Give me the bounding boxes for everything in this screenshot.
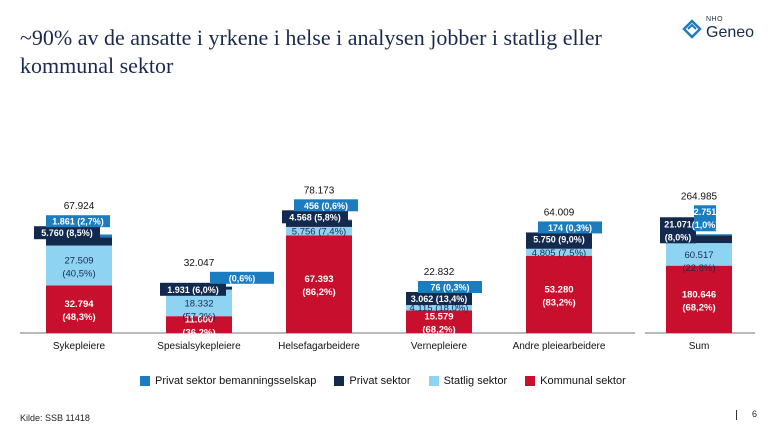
bar-pill-privat [160, 282, 226, 296]
chart-legend: Privat sektor bemanningsselskap Privat s… [140, 375, 626, 387]
bar-total-label: 32.047 [184, 258, 215, 269]
legend-item-kommunal: Kommunal sektor [525, 375, 626, 387]
bar-pill-privat-bemanning [210, 271, 274, 284]
bar-label-statlig: 4.115 (18,0%) [410, 303, 469, 314]
legend-item-privat: Privat sektor [334, 375, 411, 387]
legend-swatch-privat [334, 376, 345, 386]
bar-segment-privat [46, 237, 112, 246]
bar-pill-privat [660, 217, 696, 244]
bar-total-label: 264.985 [681, 191, 718, 202]
legend-label: Privat sektor [349, 375, 411, 387]
category-tick-label: Sykepleiere [53, 341, 106, 352]
bar-label-statlig: 60.517 (22,8%) [682, 250, 715, 274]
category-tick-label: Vernepleiere [411, 341, 468, 352]
bar-label-kommunal: 11.600 (36,2%) [182, 315, 215, 339]
bar-segment-privat_bemanning [666, 234, 732, 236]
bar-total-label: 78.173 [304, 185, 335, 196]
legend-item-statlig: Statlig sektor [428, 375, 508, 387]
bar-segment-kommunal [526, 255, 592, 333]
bar-pill-privat-bemanning [418, 281, 482, 294]
bar-label-kommunal: 180.646 (68,2%) [682, 289, 716, 313]
bar-segment-statlig [526, 248, 592, 256]
bar-label-kommunal: 53.280 (83,2%) [542, 284, 575, 308]
bar-total-label: 64.009 [544, 207, 575, 218]
bar-label-privat-bemanning: (0,6%) [229, 273, 256, 283]
page-title: ~90% av de ansatte i yrkene i helse i an… [20, 25, 602, 78]
bar-total-label: 67.924 [64, 201, 95, 212]
legend-label: Statlig sektor [443, 375, 508, 387]
logo-name: Geneo [706, 24, 755, 41]
legend-item-privat-bemanning: Privat sektor bemanningsselskap [140, 375, 316, 387]
bar-label-privat: 1.931 (6,0%) [167, 285, 219, 295]
bar-label-privat: 3.062 (13,4%) [411, 294, 468, 304]
nho-geneo-logo: NHO Geneo [680, 14, 760, 54]
bar-label-kommunal: 67.393 (86,2%) [302, 274, 335, 298]
bar-label-privat: 21.071 (8,0%) [664, 219, 692, 242]
bar-label-privat-bemanning: 2.751 (1,0%) [692, 207, 719, 230]
bar-pill-privat [34, 226, 100, 240]
legend-label: Privat sektor bemanningsselskap [155, 375, 317, 387]
bar-segment-privat [286, 220, 352, 227]
bar-label-privat-bemanning: 174 (0,3%) [548, 223, 592, 233]
geneo-logo-icon [682, 19, 702, 39]
bar-label-privat-bemanning: 1.861 (2,7%) [52, 217, 104, 227]
bar-segment-kommunal [166, 316, 232, 333]
bar-label-statlig: 18.332 (57,2%) [182, 298, 215, 322]
category-tick-label: Sum [689, 341, 710, 352]
bar-segment-statlig [46, 245, 112, 286]
bar-pill-privat-bemanning [538, 221, 602, 234]
bar-pill-privat-bemanning [694, 205, 716, 232]
bar-segment-kommunal [286, 235, 352, 333]
page-divider [736, 410, 737, 420]
bar-pill-privat-bemanning [294, 199, 358, 212]
source-note: Kilde: SSB 11418 [20, 413, 90, 423]
category-tick-label: Spesialsykepleiere [157, 341, 241, 352]
bar-segment-kommunal [406, 310, 472, 333]
bar-label-kommunal: 32.794 (48,3%) [62, 299, 95, 323]
bar-segment-statlig [666, 243, 732, 266]
bar-label-privat: 5.760 (8,5%) [41, 228, 93, 238]
bar-pill-privat [526, 232, 592, 246]
bar-pill-privat-bemanning [46, 215, 110, 228]
bar-label-privat-bemanning: 456 (0,6%) [304, 201, 348, 211]
bar-label-kommunal: 15.579 (68,2%) [422, 312, 455, 336]
legend-swatch-statlig [428, 376, 439, 386]
bar-label-statlig: 5.756 (7,4%) [292, 227, 346, 238]
category-tick-label: Helsefagarbeidere [278, 341, 360, 352]
legend-swatch-kommunal [525, 376, 536, 386]
bar-segment-kommunal [666, 265, 732, 333]
category-tick-label: Andre pleiearbeidere [513, 341, 606, 352]
bar-label-statlig: 27.509 (40,5%) [62, 256, 95, 280]
bar-segment-kommunal [46, 285, 112, 333]
bar-label-privat: 4.568 (5,8%) [289, 212, 341, 222]
bar-label-privat: 5.750 (9,0%) [533, 234, 585, 244]
legend-swatch-privat-bemanning [140, 376, 150, 386]
legend-label: Kommunal sektor [540, 375, 626, 387]
bar-segment-statlig [406, 304, 472, 311]
bar-label-privat-bemanning: 76 (0,3%) [430, 283, 469, 293]
bar-segment-privat [666, 235, 732, 244]
bar-total-label: 22.832 [424, 267, 455, 278]
logo-small-text: NHO [706, 16, 724, 23]
bar-pill-privat [406, 292, 472, 306]
bar-pill-privat [282, 210, 348, 224]
page-number: 6 [752, 409, 758, 419]
bar-segment-statlig [286, 226, 352, 236]
bar-label-statlig: 4.805 (7,5%) [532, 248, 586, 259]
